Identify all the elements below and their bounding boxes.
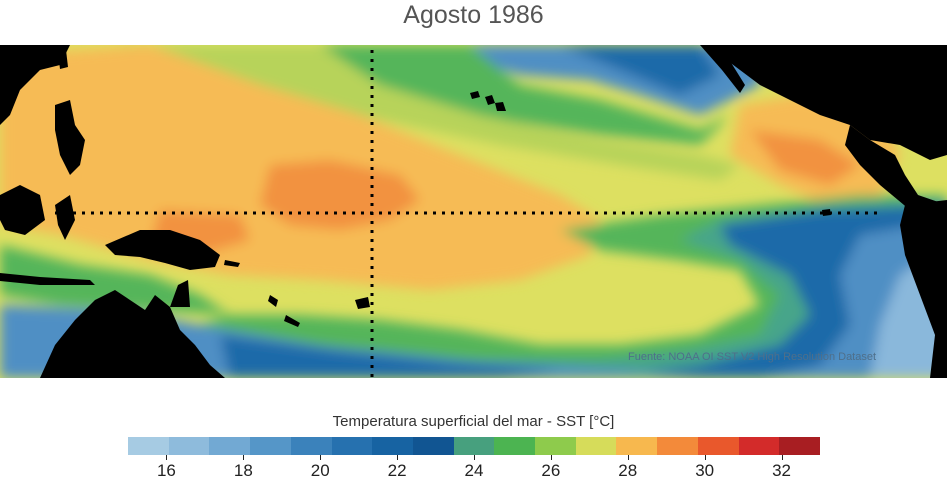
new-guinea <box>105 230 220 270</box>
colorbar-swatch <box>657 437 698 455</box>
colorbar-tick-label: 18 <box>233 461 253 480</box>
land-masses <box>0 45 947 378</box>
colorbar-tick-label: 24 <box>464 461 484 480</box>
colorbar-tick-mark <box>704 455 706 460</box>
data-source-credit: Fuente: NOAA OI SST V2 High Resolution D… <box>628 351 877 363</box>
colorbar-swatch <box>250 437 291 455</box>
borneo <box>0 185 45 235</box>
sst-map <box>0 45 947 378</box>
colorbar-swatch <box>453 437 495 455</box>
colorbar-tick-label: 30 <box>695 461 715 480</box>
colorbar-swatch <box>535 437 576 455</box>
australia <box>40 290 225 378</box>
colorbar-tick-mark <box>627 455 629 460</box>
colorbar-swatch <box>331 437 373 455</box>
colorbar-swatch <box>494 437 536 455</box>
taiwan <box>58 50 68 69</box>
hawaii <box>470 91 506 111</box>
colorbar-swatch <box>616 437 658 455</box>
philippines <box>55 100 85 175</box>
colorbar-swatch <box>128 437 169 455</box>
colorbar <box>128 437 820 455</box>
colorbar-swatch <box>779 437 820 455</box>
colorbar-title: Temperatura superficial del mar - SST [°… <box>332 413 615 430</box>
colorbar-tick-label: 20 <box>310 461 330 480</box>
colorbar-swatch <box>168 437 210 455</box>
baja-california <box>700 45 745 93</box>
solomon-islands <box>224 260 240 267</box>
colorbar-tick-mark <box>550 455 552 460</box>
north-green-band <box>250 45 730 145</box>
colorbar-tick-mark <box>474 455 475 460</box>
central-america-core <box>750 130 860 185</box>
colorbar-tick-mark <box>243 455 245 460</box>
new-caledonia <box>284 315 300 327</box>
south-green-west <box>0 245 230 315</box>
colorbar-swatch <box>697 437 739 455</box>
north-deep-blue <box>560 45 720 95</box>
colorbar-ticks: 16 18 20 22 24 26 28 30 32 <box>0 455 947 480</box>
colorbar-swatch <box>290 437 332 455</box>
south-deep-blue <box>220 335 560 378</box>
map-title: Agosto 1986 <box>403 1 544 29</box>
north-yellow-green <box>120 45 740 180</box>
central-america <box>845 125 947 215</box>
colorbar-tick-label: 16 <box>156 461 176 480</box>
colorbar-swatch <box>209 437 251 455</box>
colorbar-tick-label: 28 <box>618 461 638 480</box>
colorbar-swatch <box>412 437 454 455</box>
colorbar-tick-label: 32 <box>772 461 791 480</box>
colorbar-swatch <box>372 437 413 455</box>
asia-mainland <box>0 45 70 125</box>
colorbar-tick-mark <box>397 455 399 460</box>
colorbar-swatch <box>575 437 617 455</box>
south-america <box>900 200 947 378</box>
sulawesi <box>55 195 75 240</box>
galapagos <box>822 209 831 216</box>
colorbar-tick-label: 26 <box>541 461 561 480</box>
colorbar-tick-label: 22 <box>387 461 407 480</box>
vanuatu <box>268 295 278 307</box>
colorbar-tick-mark <box>781 455 783 460</box>
colorbar-tick-mark <box>166 455 168 460</box>
colorbar-swatch <box>738 437 780 455</box>
cape-york <box>170 280 190 307</box>
north-america <box>700 45 947 160</box>
indonesia-islands <box>0 273 95 285</box>
colorbar-tick-mark <box>320 455 322 460</box>
fiji <box>355 297 370 309</box>
